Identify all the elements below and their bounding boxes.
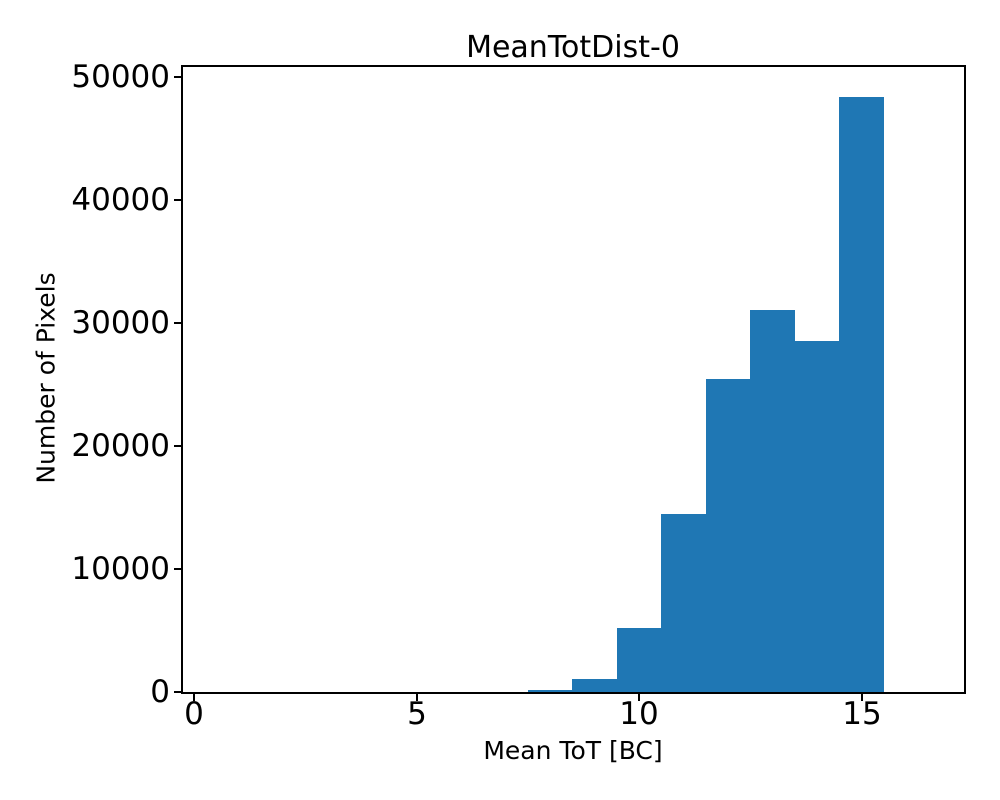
y-tick-label: 30000 xyxy=(71,305,170,341)
x-tick-label: 10 xyxy=(619,696,659,732)
x-tick-label: 0 xyxy=(184,696,204,732)
y-tick-label: 50000 xyxy=(71,59,170,95)
y-tick-mark xyxy=(174,445,181,447)
chart-title: MeanTotDist-0 xyxy=(466,30,680,65)
y-tick-mark xyxy=(174,76,181,78)
histogram-bar xyxy=(661,514,706,692)
y-tick-label: 40000 xyxy=(71,182,170,218)
x-axis-label: Mean ToT [BC] xyxy=(483,736,663,765)
plot-area xyxy=(181,65,966,694)
x-tick-mark xyxy=(416,694,418,701)
histogram-bar xyxy=(616,628,662,692)
x-tick-mark xyxy=(638,694,640,701)
y-tick-label: 20000 xyxy=(71,428,170,464)
y-tick-mark xyxy=(174,322,181,324)
histogram-bar xyxy=(527,690,573,692)
x-tick-mark xyxy=(861,694,863,701)
x-tick-label: 15 xyxy=(842,696,882,732)
y-tick-label: 0 xyxy=(150,674,170,710)
histogram-bar xyxy=(839,97,884,692)
y-tick-mark xyxy=(174,691,181,693)
y-tick-mark xyxy=(174,199,181,201)
histogram-bar xyxy=(794,341,840,692)
histogram-bar xyxy=(705,378,751,692)
y-tick-mark xyxy=(174,568,181,570)
y-tick-label: 10000 xyxy=(71,551,170,587)
x-tick-label: 5 xyxy=(407,696,427,732)
y-axis-label: Number of Pixels xyxy=(31,272,61,484)
x-tick-mark xyxy=(193,694,195,701)
histogram-bar xyxy=(572,678,617,692)
histogram-bar xyxy=(750,310,795,692)
